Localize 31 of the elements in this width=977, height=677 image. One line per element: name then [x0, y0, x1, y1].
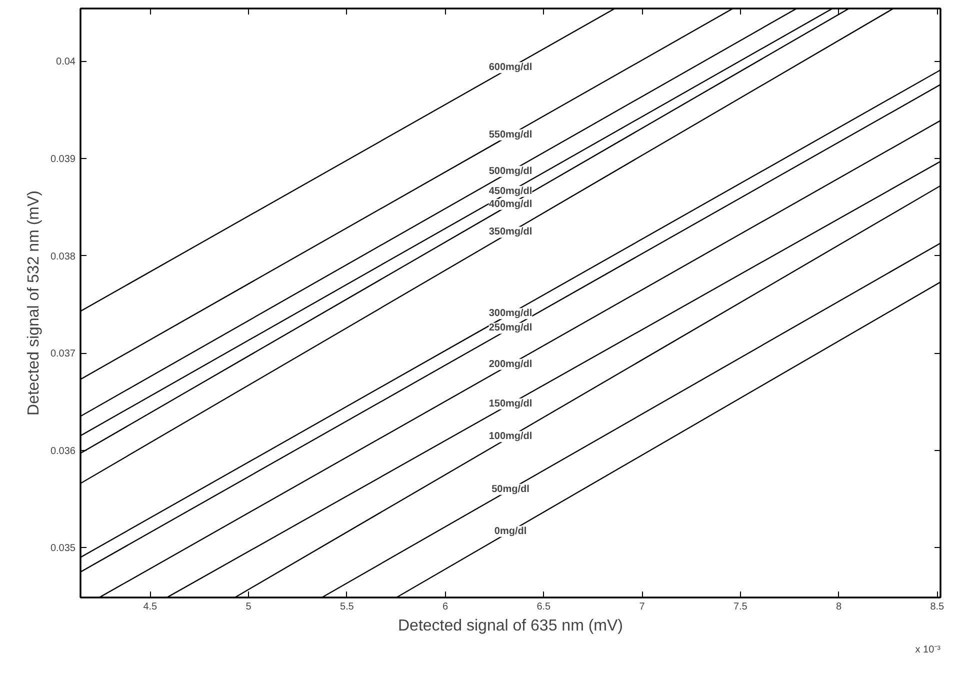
series-label: 400mg/dl: [488, 198, 532, 210]
series-label: 450mg/dl: [488, 186, 532, 197]
x-tick-label: 5: [246, 602, 252, 612]
y-tick-label: 0.036: [50, 446, 76, 457]
x-axis-title: Detected signal of 635 nm (mV): [398, 618, 624, 634]
series-label: 300mg/dl: [488, 308, 532, 320]
y-tick-label: 0.037: [50, 348, 76, 360]
x-tick-label: 6.5: [536, 602, 552, 612]
series-label: 50mg/dl: [492, 484, 530, 495]
series-label: 550mg/dl: [488, 129, 532, 140]
series-label: 350mg/dl: [488, 226, 532, 238]
x-tick-label: 5.5: [340, 602, 354, 612]
series-label: 600mg/dl: [488, 62, 532, 74]
series-label: 500mg/dl: [488, 166, 532, 177]
series-label: 200mg/dl: [488, 358, 532, 370]
text: x 10⁻³: [915, 644, 942, 656]
y-tick-label: 0.035: [50, 543, 76, 554]
x-tick-label: 4.5: [143, 602, 158, 612]
series-label: 100mg/dl: [488, 431, 532, 442]
x-tick-label: 6: [442, 602, 448, 612]
x-tick-label: 8.5: [930, 602, 945, 612]
y-tick-label: 0.04: [56, 56, 76, 68]
y-axis-title: Detected signal of 532 nm (mV): [25, 190, 42, 416]
y-tick-label: 0.039: [50, 154, 76, 165]
series-label: 250mg/dl: [488, 322, 532, 334]
x-tick-label: 7.5: [733, 602, 748, 612]
x-tick-label: 7: [639, 602, 646, 612]
x-tick-label: 8: [836, 602, 842, 612]
series-label: 150mg/dl: [488, 398, 532, 410]
series-label: 0mg/dl: [494, 526, 527, 537]
y-tick-label: 0.038: [50, 251, 76, 262]
